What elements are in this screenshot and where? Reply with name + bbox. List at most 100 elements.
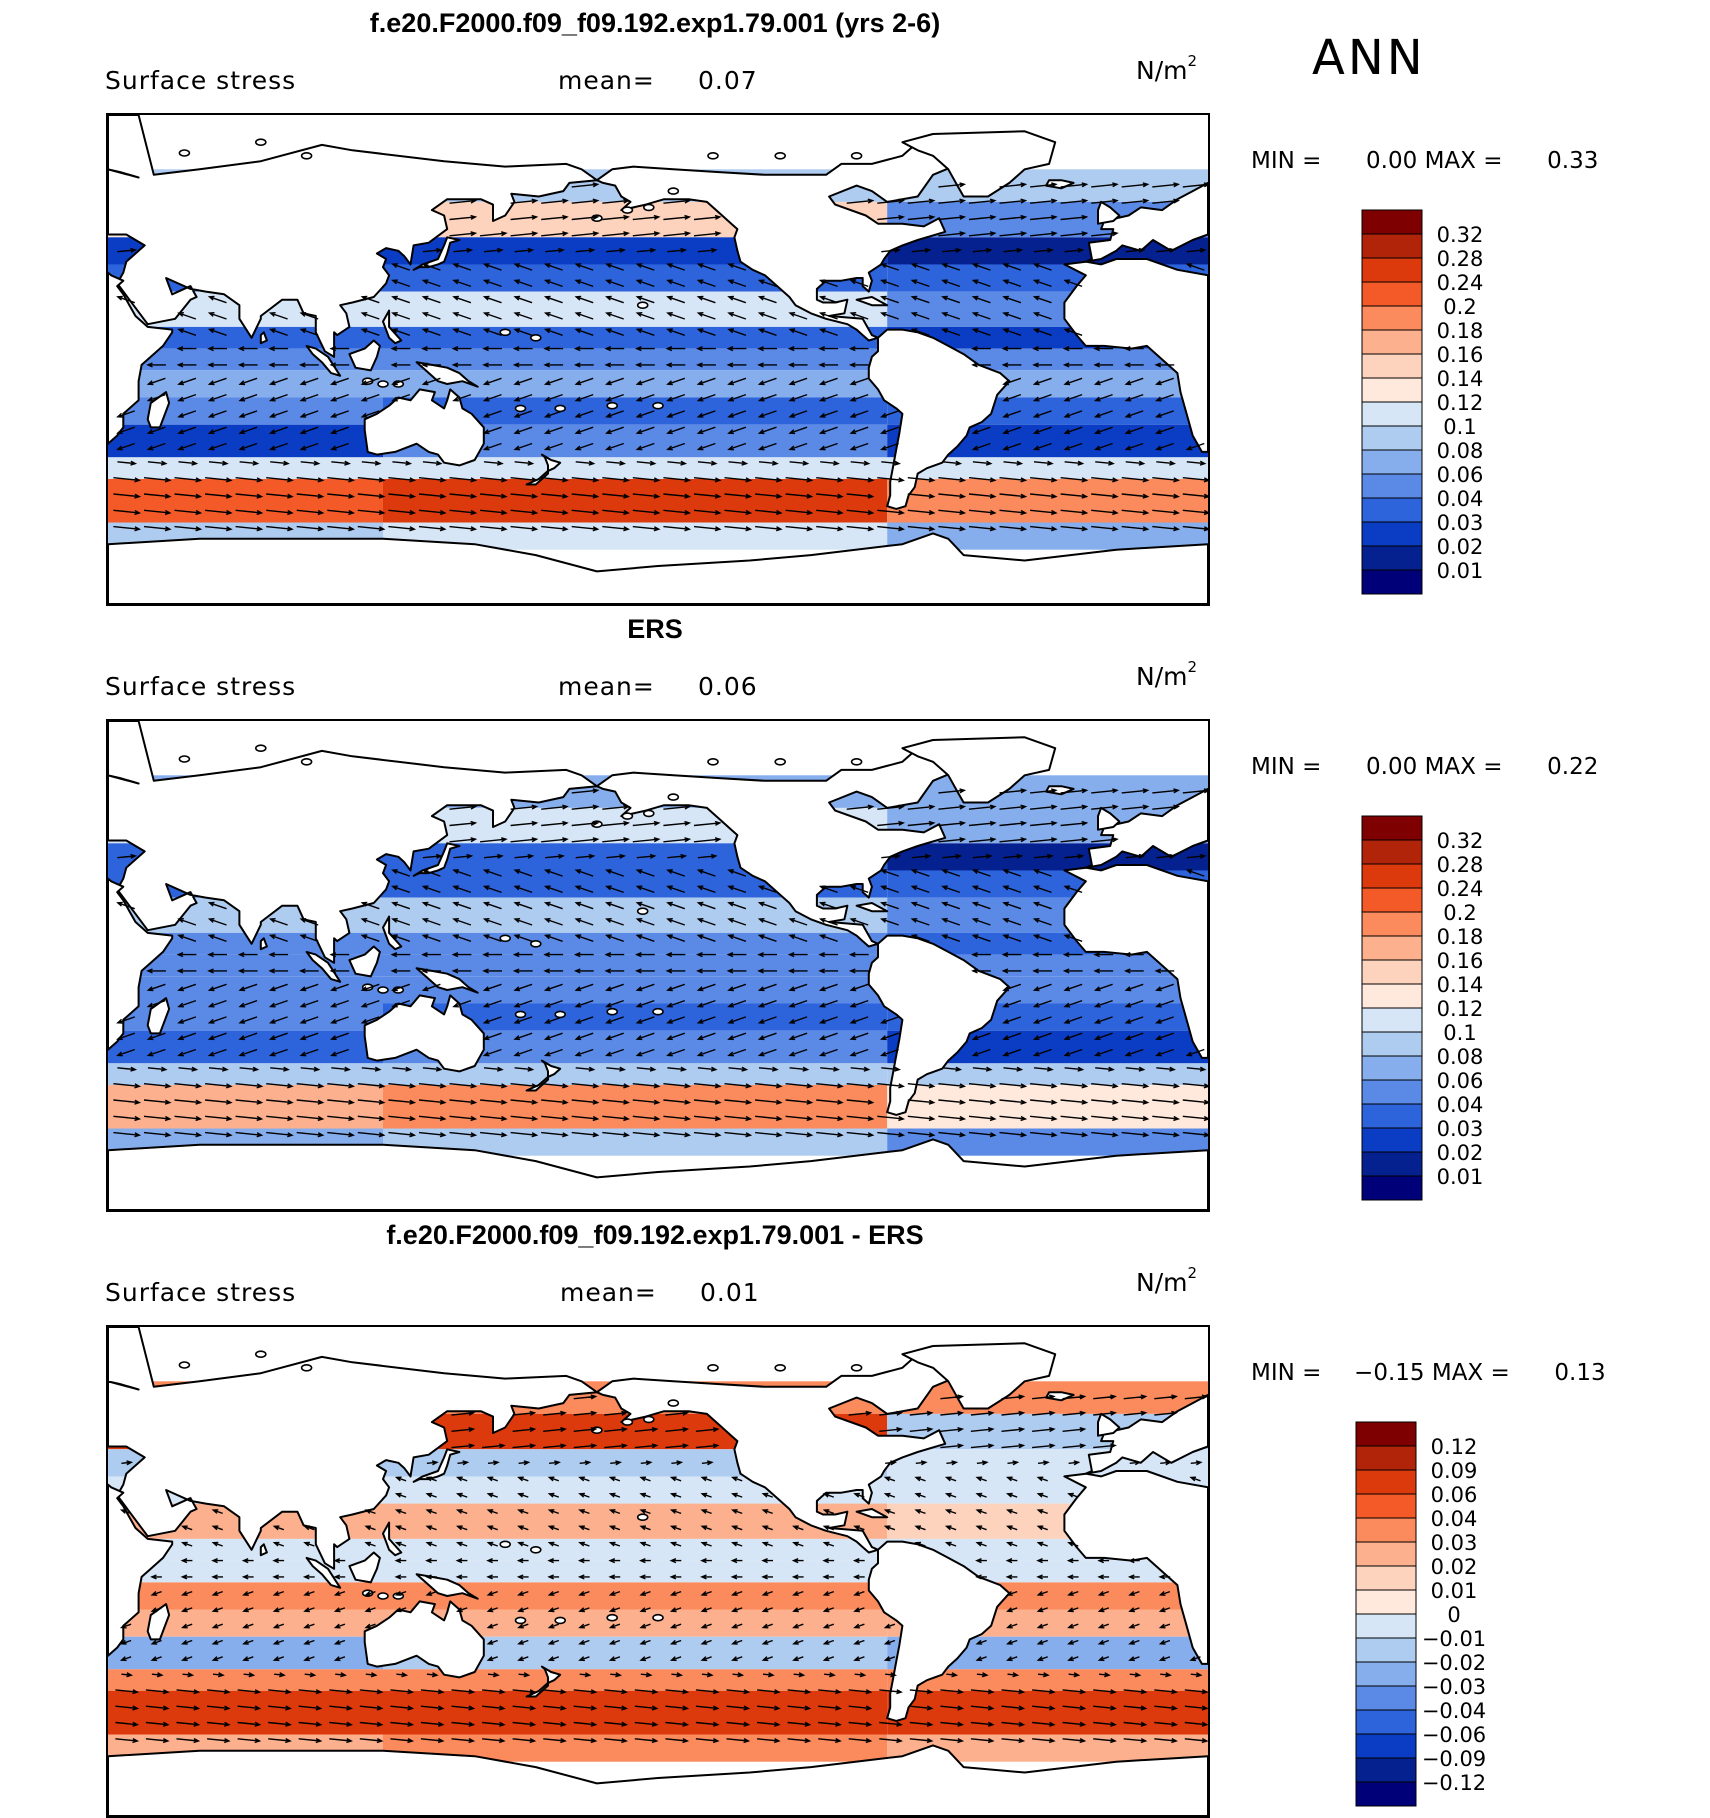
stress-vector <box>327 493 355 499</box>
stress-vector <box>421 346 441 352</box>
stress-vector <box>1005 1476 1018 1482</box>
stress-vector <box>207 410 227 418</box>
stress-vector <box>268 377 288 386</box>
stress-vector <box>877 509 905 516</box>
stress-vector <box>1064 1066 1085 1072</box>
stress-vector <box>757 393 777 402</box>
stress-vector <box>1002 869 1022 877</box>
stress-vector <box>1003 247 1024 253</box>
stress-vector <box>452 934 472 942</box>
stress-vector <box>853 1607 865 1613</box>
stress-vector <box>421 952 441 958</box>
stress-vector <box>482 1443 506 1449</box>
colorbar-swatch <box>1361 209 1423 235</box>
stress-vector <box>818 885 838 894</box>
stress-vector <box>571 804 600 810</box>
coastline-eurasia <box>108 1327 598 1570</box>
stress-vector <box>486 1509 498 1515</box>
field-band <box>108 1582 383 1610</box>
stress-vector <box>787 1689 812 1695</box>
stress-vector <box>669 1656 682 1662</box>
stress-vector <box>879 1721 903 1727</box>
stress-vector <box>1067 1541 1079 1547</box>
coastline-sahara <box>108 877 174 1051</box>
stress-vector <box>946 1672 959 1678</box>
stress-vector <box>574 1048 594 1057</box>
stress-vector <box>543 1737 567 1744</box>
stress-vector <box>822 1525 835 1531</box>
stress-vector <box>513 934 533 942</box>
stress-vector <box>938 198 967 204</box>
stress-vector <box>757 1689 781 1695</box>
stress-vector <box>543 1427 567 1433</box>
island <box>707 151 719 160</box>
stress-vector <box>728 1066 749 1072</box>
stress-vector <box>299 1032 319 1041</box>
stress-vector <box>757 295 777 304</box>
island <box>642 1415 655 1424</box>
stress-vector <box>634 1689 659 1695</box>
stress-vector <box>1033 460 1054 466</box>
stress-vector <box>787 1705 812 1711</box>
stress-vector <box>547 1639 560 1645</box>
colorbar-tick-label: −0.04 <box>1422 1699 1486 1723</box>
stress-vector <box>146 1048 166 1057</box>
stress-vector <box>176 1689 201 1695</box>
stress-vector <box>1123 346 1144 352</box>
stress-vector <box>848 1705 873 1711</box>
stress-vector <box>944 1476 957 1482</box>
stress-vector <box>150 1656 162 1662</box>
stress-vector <box>1182 1131 1208 1138</box>
stress-vector <box>207 901 227 910</box>
stress-vector <box>968 837 997 843</box>
panel-3-min-value: −0.15 <box>1354 1360 1425 1386</box>
panel-1-map-svg <box>108 115 1208 604</box>
stress-vector <box>391 295 411 304</box>
stress-vector <box>971 263 991 271</box>
stress-vector <box>791 1574 804 1580</box>
stress-vector <box>608 1476 621 1482</box>
field-band <box>383 457 888 479</box>
stress-vector <box>632 1083 661 1089</box>
stress-vector <box>663 804 692 810</box>
stress-vector <box>880 312 899 320</box>
stress-vector <box>364 1590 376 1596</box>
stress-vector <box>207 1032 227 1041</box>
stress-vector <box>971 328 991 336</box>
stress-vector <box>1001 1737 1026 1744</box>
stress-vector <box>635 1016 655 1024</box>
stress-vector <box>119 1656 132 1662</box>
stress-vector <box>482 1048 502 1057</box>
stress-vector <box>420 1721 445 1727</box>
stress-vector <box>1185 869 1205 877</box>
stress-vector <box>914 1476 926 1482</box>
stress-vector <box>574 918 594 926</box>
stress-vector <box>1036 1639 1048 1645</box>
stress-vector <box>907 804 936 810</box>
stress-vector <box>820 1066 840 1072</box>
stress-vector <box>999 820 1028 827</box>
island <box>300 151 313 160</box>
stress-vector <box>1064 247 1085 253</box>
stress-vector <box>391 279 411 288</box>
stress-vector <box>1091 1083 1119 1089</box>
stress-vector <box>818 952 839 958</box>
stress-vector <box>394 1509 407 1515</box>
stress-vector <box>910 869 930 877</box>
stress-vector <box>848 362 869 368</box>
stress-vector <box>1093 346 1114 352</box>
stress-vector <box>1091 198 1119 204</box>
stress-vector <box>512 1427 537 1433</box>
stress-vector <box>272 1590 285 1596</box>
colorbar-tick-label: 0.1 <box>1443 1021 1476 1045</box>
stress-vector <box>299 934 319 942</box>
stress-vector <box>726 952 747 958</box>
stress-vector <box>731 1590 743 1596</box>
stress-vector <box>272 1607 285 1613</box>
stress-vector <box>510 1099 539 1105</box>
stress-vector <box>1002 934 1022 942</box>
stress-vector <box>1121 804 1150 810</box>
coastline-madagascar <box>146 997 171 1035</box>
stress-vector <box>1036 1607 1048 1613</box>
stress-vector <box>1002 279 1022 288</box>
